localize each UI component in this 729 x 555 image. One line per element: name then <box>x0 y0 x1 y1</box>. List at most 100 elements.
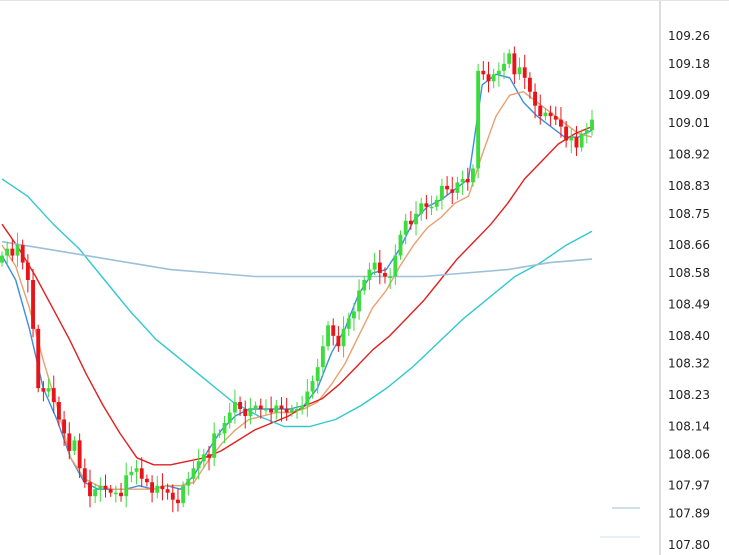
candle-up <box>274 405 279 413</box>
price-tick-label: 108.14 <box>668 419 710 433</box>
candle-down <box>160 485 165 490</box>
candle-down <box>41 388 46 392</box>
price-tick-label: 108.23 <box>668 388 710 402</box>
candle-down <box>279 405 284 410</box>
candle-down <box>108 489 113 493</box>
candle-up <box>543 112 548 117</box>
candle-up <box>460 178 465 183</box>
candle-down <box>522 67 527 78</box>
price-axis-labels: 109.26 109.18 109.09 109.01 108.92 108.83 108.… <box>668 29 710 552</box>
price-tick-label: 108.83 <box>668 179 710 193</box>
price-tick-label: 109.26 <box>668 29 710 43</box>
candle-down <box>62 419 67 434</box>
candle-down <box>465 178 470 183</box>
candle-down <box>150 482 155 493</box>
candle-up <box>295 409 299 411</box>
candle-up <box>315 367 320 382</box>
candle-up <box>5 248 10 256</box>
candle-up <box>186 478 191 486</box>
candle-up <box>367 269 372 281</box>
candle-up <box>15 245 20 256</box>
candle-down <box>25 262 30 281</box>
candle-up <box>196 461 201 469</box>
candle-down <box>103 485 108 490</box>
candle-down <box>51 388 56 403</box>
candle-down <box>88 482 92 497</box>
candle-up <box>496 70 501 75</box>
candle-down <box>408 220 413 225</box>
candle-down <box>574 137 579 148</box>
candle-up <box>491 74 496 82</box>
price-tick-label: 109.09 <box>668 88 710 102</box>
price-tick-label: 107.97 <box>668 479 710 493</box>
candle-down <box>450 189 455 193</box>
candle-down <box>486 74 491 82</box>
candle-up <box>341 328 346 347</box>
candle-up <box>217 433 222 435</box>
candle-down <box>564 126 569 141</box>
candle-down <box>269 409 274 413</box>
price-tick-label: 108.92 <box>668 147 710 161</box>
candle-down <box>139 468 144 479</box>
candle-up <box>403 220 408 235</box>
candle-down <box>559 119 563 127</box>
candle-up <box>372 262 377 270</box>
moving-averages <box>1 73 593 490</box>
candle-down <box>82 468 87 483</box>
candle-up <box>124 475 129 497</box>
candle-down <box>170 492 175 500</box>
candle-down <box>119 492 123 497</box>
candle-down <box>207 454 211 458</box>
candle-down <box>258 405 263 410</box>
candle-down <box>445 185 450 190</box>
candle-down <box>383 273 387 277</box>
candle-up <box>181 485 186 504</box>
candle-up <box>357 290 362 312</box>
candle-up <box>232 402 237 413</box>
candle-up <box>201 454 206 462</box>
candle-down <box>165 489 170 493</box>
candle-up <box>362 280 367 291</box>
candle-up <box>326 325 330 347</box>
price-tick-label: 108.66 <box>668 238 710 252</box>
candle-down <box>284 409 289 413</box>
candle-up <box>264 409 268 411</box>
candle-up <box>310 381 315 392</box>
candle-up <box>419 203 424 214</box>
candle-up <box>351 311 356 319</box>
candle-up <box>455 182 460 193</box>
candle-down <box>67 433 72 451</box>
price-tick-label: 108.06 <box>668 447 710 461</box>
candle-up <box>222 422 227 434</box>
price-tick-label: 109.01 <box>668 116 710 130</box>
candle-down <box>77 440 82 469</box>
candle-up <box>98 485 103 490</box>
candle-up <box>212 433 217 458</box>
candle-up <box>0 255 4 263</box>
candle-up <box>191 468 196 479</box>
candle-up <box>155 485 160 493</box>
candle-up <box>134 468 139 472</box>
candle-up <box>517 67 522 75</box>
candle-down <box>538 105 543 117</box>
candle-up <box>253 405 258 410</box>
candle-up <box>393 255 398 277</box>
candle-down <box>512 53 517 75</box>
candle-down <box>553 116 558 120</box>
price-tick-label: 108.58 <box>668 266 710 280</box>
candle-down <box>238 402 243 410</box>
candle-down <box>36 328 41 389</box>
candle-up <box>579 133 584 148</box>
price-tick-label: 108.75 <box>668 207 710 221</box>
candle-up <box>129 471 134 476</box>
candle-up <box>113 492 118 495</box>
candle-up <box>289 409 294 413</box>
candle-down <box>243 409 248 416</box>
candle-up <box>471 168 475 183</box>
candle-down <box>20 245 25 263</box>
candle-down <box>10 248 15 256</box>
candles <box>0 46 594 513</box>
price-tick-label: 108.49 <box>668 297 710 311</box>
